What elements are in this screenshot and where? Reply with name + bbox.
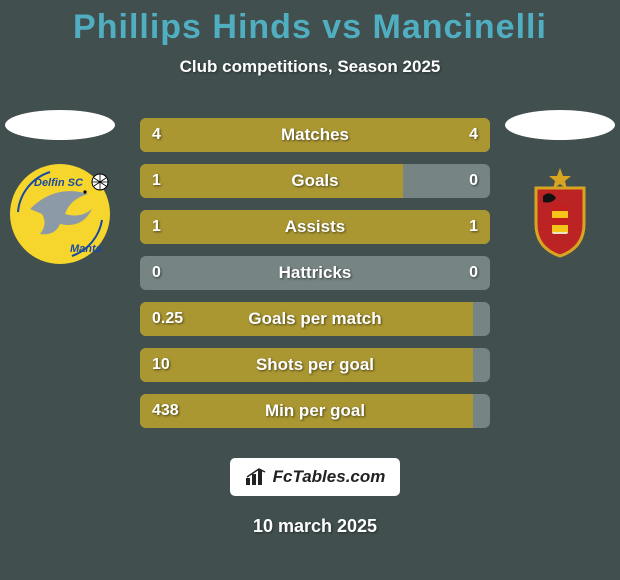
player-right-badge	[510, 164, 610, 264]
stat-row-shots-per-goal: 10Shots per goal	[140, 348, 490, 382]
stat-row-hattricks: 0 0Hattricks	[140, 256, 490, 290]
player-left-badge: Delfin SC Manta	[10, 164, 110, 264]
delfin-badge-icon: Delfin SC Manta	[10, 164, 110, 264]
stat-bar-right	[315, 118, 490, 152]
footer: FcTables.com 10 march 2025	[140, 440, 490, 537]
player-right-avatar	[500, 110, 620, 264]
stat-bar-left	[140, 164, 403, 198]
stat-value-left: 0	[152, 256, 161, 290]
stat-row-goals-per-match: 0.25Goals per match	[140, 302, 490, 336]
page-root: Phillips Hinds vs Mancinelli Club compet…	[0, 0, 620, 580]
stat-bar-left	[140, 118, 315, 152]
stat-bar-left	[140, 302, 473, 336]
subtitle: Club competitions, Season 2025	[0, 57, 620, 77]
stat-label: Hattricks	[140, 256, 490, 290]
stat-value-right: 0	[469, 256, 478, 290]
player-right-ellipse	[505, 110, 615, 140]
stat-bar-right	[315, 210, 490, 244]
stat-value-right: 0	[469, 164, 478, 198]
club-shield-icon	[510, 164, 610, 264]
stat-row-assists: 11Assists	[140, 210, 490, 244]
chart-icon	[245, 468, 267, 486]
brand-logo: FcTables.com	[230, 458, 400, 496]
date-label: 10 march 2025	[140, 516, 490, 537]
stat-row-matches: 44Matches	[140, 118, 490, 152]
stat-row-goals: 10Goals	[140, 164, 490, 198]
stat-bars: 44Matches10Goals11Assists00Hattricks0.25…	[140, 118, 490, 440]
stat-bar-left	[140, 210, 315, 244]
stat-bar-left	[140, 348, 473, 382]
badge-text-top: Delfin SC	[34, 177, 84, 189]
player-left-ellipse	[5, 110, 115, 140]
brand-text: FcTables.com	[273, 467, 386, 487]
badge-text-bottom: Manta	[70, 243, 102, 255]
stat-bar-left	[140, 394, 473, 428]
stat-row-min-per-goal: 438Min per goal	[140, 394, 490, 428]
player-left-avatar: Delfin SC Manta	[0, 110, 120, 264]
page-title: Phillips Hinds vs Mancinelli	[0, 0, 620, 47]
